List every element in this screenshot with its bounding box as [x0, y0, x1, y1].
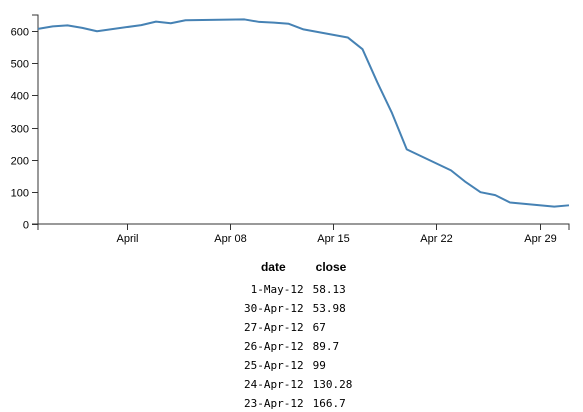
- cell-date: 24-Apr-12: [244, 378, 304, 391]
- x-tick-label: Apr 22: [420, 233, 452, 245]
- table-row: 25-Apr-12 99: [240, 356, 355, 375]
- cell-date: 30-Apr-12: [244, 302, 304, 315]
- cell-close: 67: [312, 321, 326, 334]
- x-tick-label: Apr 08: [214, 233, 246, 245]
- cell-date: 27-Apr-12: [244, 321, 304, 334]
- y-tick-label: 300: [11, 124, 29, 136]
- cell-close: 99: [312, 359, 326, 372]
- cell-date: 23-Apr-12: [244, 397, 304, 410]
- y-tick-label: 600: [11, 27, 29, 39]
- data-table: date close 1-May-12 58.13 30-Apr-12 53.9…: [240, 258, 355, 412]
- table-row: 1-May-12 58.13: [240, 280, 355, 299]
- cell-date: 1-May-12: [250, 283, 304, 296]
- x-tick-label: April: [116, 233, 138, 245]
- x-tick-label: Apr 15: [317, 233, 349, 245]
- table-row: 24-Apr-12 130.28: [240, 375, 355, 394]
- y-tick-label: 200: [11, 156, 29, 168]
- x-tick-label: Apr 29: [524, 233, 556, 245]
- y-tick-label: 100: [11, 188, 29, 200]
- table-row: 27-Apr-12 67: [240, 318, 355, 337]
- table-row: 26-Apr-12 89.7: [240, 337, 355, 356]
- x-axis: April Apr 08 Apr 15 Apr 22 Apr 29: [37, 223, 570, 245]
- header-close: close: [315, 260, 347, 274]
- cell-date: 26-Apr-12: [244, 340, 304, 353]
- cell-date: 25-Apr-12: [244, 359, 304, 372]
- cell-close: 53.98: [312, 302, 346, 315]
- table-header-row: date close: [240, 258, 355, 280]
- y-tick-label: 400: [11, 91, 29, 103]
- y-tick-label: 0: [23, 220, 29, 232]
- x-axis-domain: [37, 223, 570, 230]
- cell-close: 130.28: [312, 378, 353, 391]
- y-axis: 0 100 200 300 400 500 600: [11, 14, 39, 232]
- cell-close: 58.13: [312, 283, 346, 296]
- table-row: 30-Apr-12 53.98: [240, 299, 355, 318]
- y-tick-label: 500: [11, 59, 29, 71]
- data-table-container: date close 1-May-12 58.13 30-Apr-12 53.9…: [240, 258, 355, 412]
- cell-close: 89.7: [312, 340, 340, 353]
- close-price-line: [37, 18, 570, 208]
- header-date: date: [260, 260, 286, 274]
- table-row: 23-Apr-12 166.7: [240, 394, 355, 412]
- cell-close: 166.7: [312, 397, 346, 410]
